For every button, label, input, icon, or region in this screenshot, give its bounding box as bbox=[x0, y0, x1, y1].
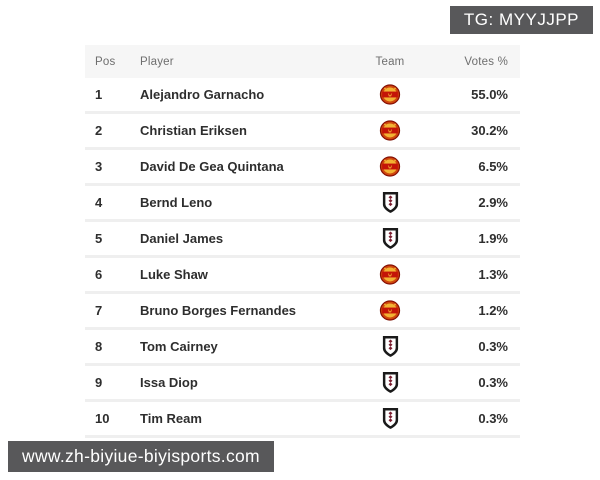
man-utd-crest-icon bbox=[379, 264, 401, 285]
man-utd-crest-icon bbox=[379, 156, 401, 177]
table-header: Pos Player Team Votes % bbox=[85, 45, 520, 78]
man-utd-crest-icon bbox=[379, 300, 401, 321]
row-votes: 0.3% bbox=[478, 339, 508, 354]
telegram-badge: TG: MYYJJPP bbox=[449, 6, 593, 34]
team-badge-cell bbox=[350, 299, 430, 322]
row-position: 9 bbox=[95, 375, 103, 390]
row-position: 4 bbox=[95, 195, 103, 210]
row-player: Bruno Borges Fernandes bbox=[140, 303, 297, 318]
header-team: Team bbox=[375, 55, 405, 68]
team-badge-cell bbox=[350, 83, 430, 106]
header-pos: Pos bbox=[95, 55, 116, 68]
row-player: Daniel James bbox=[140, 231, 224, 246]
team-badge-cell bbox=[350, 227, 430, 250]
row-player: David De Gea Quintana bbox=[140, 159, 284, 174]
row-votes: 0.3% bbox=[478, 411, 508, 426]
row-position: 10 bbox=[95, 411, 110, 426]
row-player: Tom Cairney bbox=[140, 339, 218, 354]
row-votes: 1.9% bbox=[478, 231, 508, 246]
table-row: 7 Bruno Borges Fernandes 1.2% bbox=[85, 294, 520, 330]
row-position: 3 bbox=[95, 159, 103, 174]
watermark: www.zh-biyiue-biyisports.com bbox=[8, 441, 274, 472]
table-row: 2 Christian Eriksen 30.2% bbox=[85, 114, 520, 150]
fulham-crest-icon bbox=[382, 192, 398, 213]
row-player: Tim Ream bbox=[140, 411, 202, 426]
table-row: 3 David De Gea Quintana 6.5% bbox=[85, 150, 520, 186]
table-row: 10 Tim Ream 0.3% bbox=[85, 402, 520, 438]
header-votes: Votes % bbox=[464, 55, 508, 68]
header-player: Player bbox=[140, 55, 174, 68]
row-votes: 6.5% bbox=[478, 159, 508, 174]
table-body: 1 Alejandro Garnacho 55.0% 2 Christian E… bbox=[85, 78, 520, 438]
row-position: 8 bbox=[95, 339, 103, 354]
fulham-crest-icon bbox=[382, 372, 398, 393]
row-position: 5 bbox=[95, 231, 103, 246]
row-position: 6 bbox=[95, 267, 103, 282]
table-row: 5 Daniel James 1.9% bbox=[85, 222, 520, 258]
man-utd-crest-icon bbox=[379, 120, 401, 141]
row-votes: 55.0% bbox=[471, 87, 508, 102]
table-row: 4 Bernd Leno 2.9% bbox=[85, 186, 520, 222]
table-row: 6 Luke Shaw 1.3% bbox=[85, 258, 520, 294]
table-row: 8 Tom Cairney 0.3% bbox=[85, 330, 520, 366]
man-utd-crest-icon bbox=[379, 84, 401, 105]
row-player: Issa Diop bbox=[140, 375, 198, 390]
row-player: Bernd Leno bbox=[140, 195, 213, 210]
row-votes: 0.3% bbox=[478, 375, 508, 390]
team-badge-cell bbox=[350, 155, 430, 178]
row-player: Christian Eriksen bbox=[140, 123, 247, 138]
table-row: 9 Issa Diop 0.3% bbox=[85, 366, 520, 402]
row-votes: 1.2% bbox=[478, 303, 508, 318]
row-votes: 2.9% bbox=[478, 195, 508, 210]
team-badge-cell bbox=[350, 335, 430, 358]
fulham-crest-icon bbox=[382, 408, 398, 429]
row-player: Luke Shaw bbox=[140, 267, 208, 282]
row-votes: 30.2% bbox=[471, 123, 508, 138]
row-position: 2 bbox=[95, 123, 103, 138]
row-position: 1 bbox=[95, 87, 103, 102]
team-badge-cell bbox=[350, 371, 430, 394]
table-row: 1 Alejandro Garnacho 55.0% bbox=[85, 78, 520, 114]
team-badge-cell bbox=[350, 119, 430, 142]
team-badge-cell bbox=[350, 263, 430, 286]
row-votes: 1.3% bbox=[478, 267, 508, 282]
fulham-crest-icon bbox=[382, 336, 398, 357]
team-badge-cell bbox=[350, 407, 430, 430]
votes-table: Pos Player Team Votes % 1 Alejandro Garn… bbox=[85, 45, 520, 438]
row-position: 7 bbox=[95, 303, 103, 318]
fulham-crest-icon bbox=[382, 228, 398, 249]
team-badge-cell bbox=[350, 191, 430, 214]
row-player: Alejandro Garnacho bbox=[140, 87, 265, 102]
